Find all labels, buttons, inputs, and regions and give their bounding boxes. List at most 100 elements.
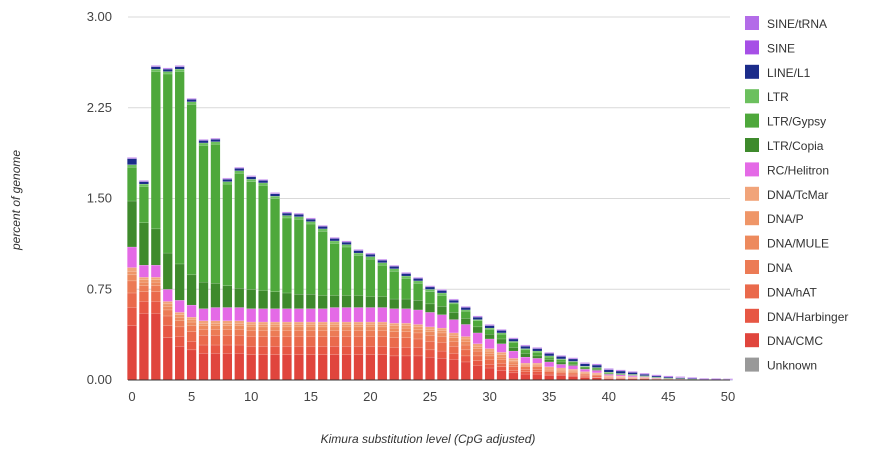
- bar-segment: [377, 336, 387, 347]
- bar-segment: [377, 346, 387, 355]
- bar-segment: [556, 375, 566, 380]
- bar-segment: [604, 376, 614, 378]
- bar-segment: [175, 320, 185, 327]
- bar-segment: [484, 325, 495, 328]
- bar-segment: [413, 324, 423, 327]
- bar-segment: [616, 369, 626, 371]
- x-tick-label: 30: [482, 389, 496, 404]
- bar-segment: [151, 69, 161, 72]
- bar-segment: [318, 330, 328, 337]
- bar-segment: [592, 367, 602, 370]
- bar-segment: [353, 250, 364, 253]
- bar-segment: [341, 246, 352, 296]
- bar-segment: [377, 259, 387, 261]
- bar-segment: [449, 302, 459, 304]
- bar-segment: [425, 303, 435, 313]
- legend-swatch: [745, 308, 759, 323]
- bar-segment: [175, 336, 185, 347]
- bar-segment: [341, 324, 352, 327]
- bar-segment: [449, 353, 459, 360]
- bar-segment: [711, 378, 721, 380]
- bar-segment: [139, 279, 149, 282]
- bar-segment: [401, 355, 411, 380]
- bar-segment: [329, 307, 340, 322]
- bar-segment: [186, 349, 197, 380]
- bar-segment: [461, 336, 471, 339]
- bar-segment: [234, 344, 244, 354]
- x-tick-label: 35: [542, 389, 556, 404]
- bar-segment: [592, 370, 602, 373]
- bar-segment: [222, 320, 233, 324]
- x-tick-label: 5: [188, 389, 195, 404]
- bar-segment: [687, 377, 697, 379]
- bar-segment: [568, 361, 578, 365]
- bar-segment: [544, 371, 554, 374]
- bar-segment: [484, 324, 495, 326]
- bar-segment: [604, 373, 614, 375]
- bar-segment: [329, 324, 340, 327]
- bar-segment: [151, 301, 161, 314]
- bar-segment: [377, 321, 387, 325]
- bar-segment: [508, 338, 519, 339]
- bar-segment: [198, 139, 209, 141]
- bar-segment: [210, 138, 221, 139]
- bar-segment: [294, 216, 304, 220]
- bar-segment: [699, 378, 709, 379]
- bar-segment: [556, 355, 566, 357]
- bar-segment: [389, 337, 399, 348]
- bar-segment: [580, 376, 590, 378]
- bar-segment: [425, 312, 435, 327]
- bar-segment: [461, 311, 471, 319]
- bar-segment: [151, 281, 161, 286]
- bar-segment: [413, 326, 423, 330]
- bar-segment: [556, 355, 566, 356]
- bar-segment: [198, 323, 209, 326]
- bar-segment: [496, 329, 507, 330]
- bar-segment: [270, 326, 280, 331]
- bar-segment: [520, 371, 531, 374]
- bar-segment: [175, 71, 185, 264]
- bar-segment: [473, 326, 483, 333]
- bar-segment: [270, 196, 280, 199]
- bar-segment: [413, 280, 423, 284]
- y-tick-label: 0.00: [87, 372, 112, 387]
- bar-segment: [365, 296, 376, 308]
- bar-segment: [484, 359, 495, 365]
- bar-segment: [663, 375, 674, 377]
- bar-segment: [484, 329, 495, 335]
- bar-segment: [329, 336, 340, 347]
- bar-segment: [592, 376, 602, 378]
- bar-segment: [532, 371, 542, 374]
- bar-segment: [306, 223, 316, 295]
- bar-segment: [246, 181, 256, 290]
- bar-segment: [425, 286, 435, 290]
- legend-label: DNA/hAT: [767, 285, 817, 299]
- bar-segment: [461, 307, 471, 310]
- bar-segment: [210, 325, 221, 330]
- bar-segment: [258, 330, 268, 337]
- bar-segment: [627, 371, 638, 372]
- bar-segment: [437, 327, 447, 331]
- bar-segment: [365, 330, 376, 337]
- bar-segment: [127, 325, 137, 380]
- bar-segment: [520, 365, 531, 367]
- bar-segment: [616, 377, 626, 379]
- bar-segment: [401, 273, 411, 276]
- bar-segment: [508, 361, 519, 365]
- bar-segment: [580, 366, 590, 367]
- bar-segment: [318, 228, 328, 232]
- bar-segment: [568, 370, 578, 372]
- x-tick-label: 25: [423, 389, 437, 404]
- bar-segment: [473, 360, 483, 366]
- x-tick-label: 15: [304, 389, 318, 404]
- bar-segment: [282, 330, 292, 337]
- bar-segment: [127, 158, 137, 165]
- bar-segment: [532, 348, 542, 351]
- bar-segment: [520, 344, 531, 346]
- bar-segment: [127, 280, 137, 293]
- bar-segment: [627, 374, 638, 376]
- bar-segment: [365, 326, 376, 331]
- bar-segment: [365, 321, 376, 325]
- bar-segment: [580, 372, 590, 374]
- bar-segment: [353, 255, 364, 296]
